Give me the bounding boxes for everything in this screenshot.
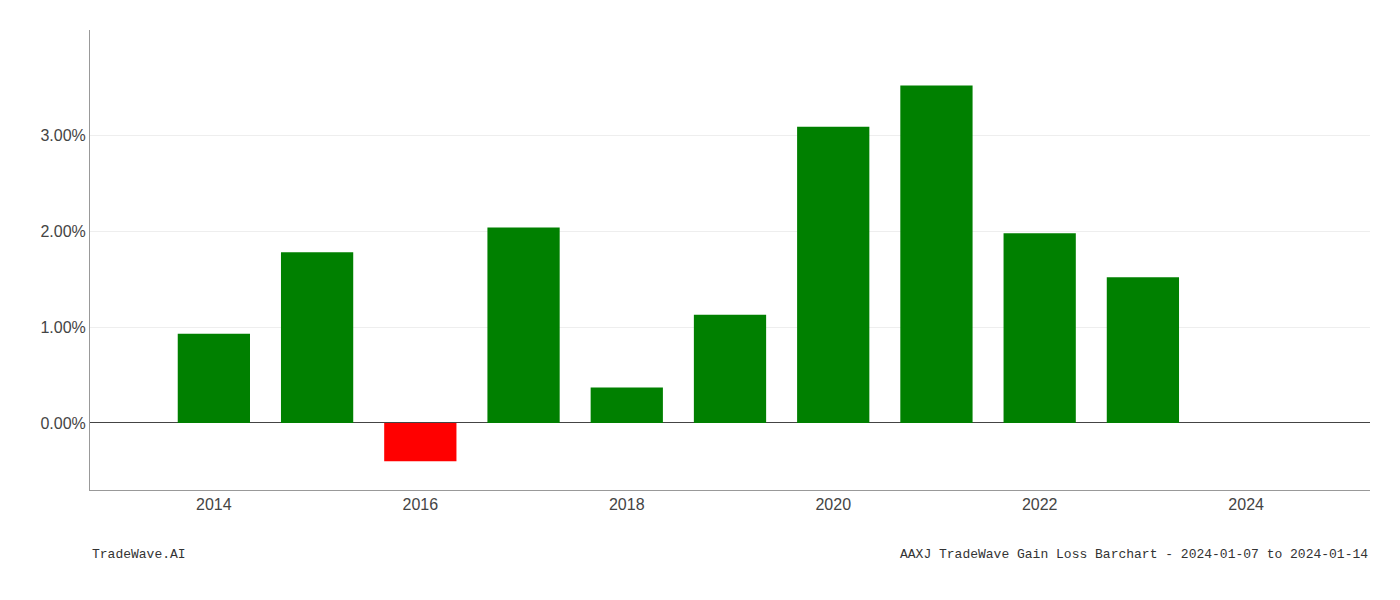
svg-text:2022: 2022 (1022, 496, 1058, 513)
svg-text:2020: 2020 (815, 496, 851, 513)
svg-text:0.00%: 0.00% (40, 415, 85, 432)
svg-text:2024: 2024 (1228, 496, 1264, 513)
svg-text:1.00%: 1.00% (40, 319, 85, 336)
svg-text:2.00%: 2.00% (40, 223, 85, 240)
svg-text:TradeWave.AI: TradeWave.AI (92, 547, 186, 562)
svg-text:2014: 2014 (196, 496, 232, 513)
svg-text:2016: 2016 (403, 496, 439, 513)
svg-text:3.00%: 3.00% (40, 127, 85, 144)
svg-text:AAXJ TradeWave Gain Loss Barch: AAXJ TradeWave Gain Loss Barchart - 2024… (900, 547, 1368, 562)
svg-text:2018: 2018 (609, 496, 645, 513)
